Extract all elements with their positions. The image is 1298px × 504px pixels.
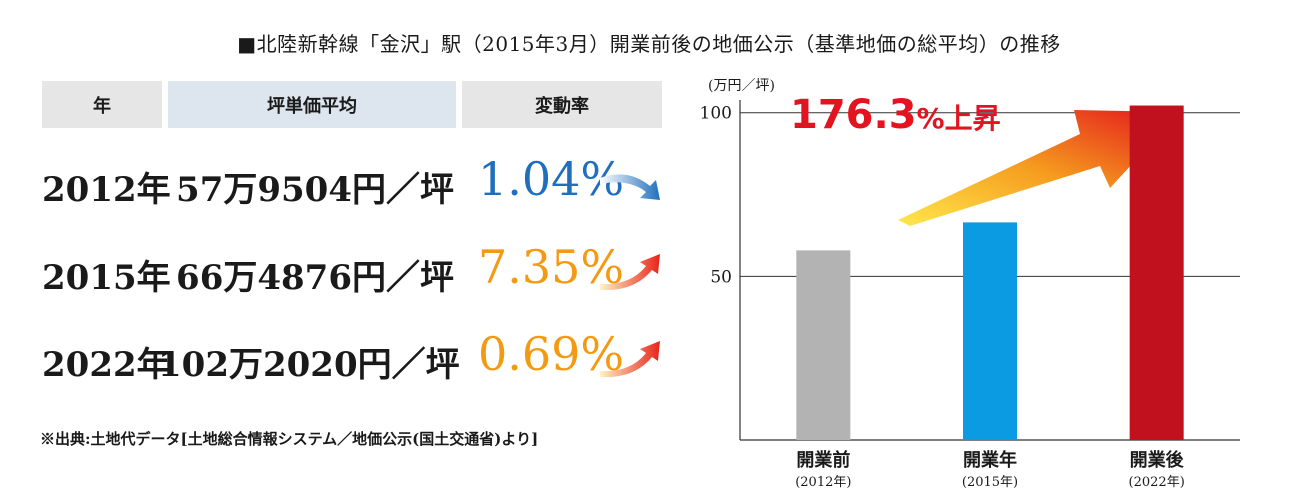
x-sub-label: (2022年) xyxy=(1129,475,1185,490)
header-rate: 変動率 xyxy=(462,81,662,128)
rise-value: 176.3 xyxy=(790,92,917,138)
trend-up-arrow-icon xyxy=(600,254,660,291)
row-rate: 1.04% xyxy=(478,152,625,206)
row-price: 57万9504円／坪 xyxy=(176,170,454,210)
trend-up-arrow-icon xyxy=(600,341,660,378)
table-row: 2022年 102万2020円／坪 0.69% xyxy=(0,325,700,395)
row-rate: 7.35% xyxy=(478,240,625,294)
row-year: 2012年 xyxy=(42,170,171,210)
bar-chart: (万円／坪) 50 100 開業前 (2012年) 開業年 (2015年) 開業後 (2022年… xyxy=(700,78,1240,490)
trend-down-arrow-icon xyxy=(600,174,660,200)
header-year: 年 xyxy=(42,81,162,128)
bar-3 xyxy=(1129,105,1184,440)
bar-2 xyxy=(963,222,1017,440)
table-row: 2012年 57万9504円／坪 1.04% xyxy=(0,150,700,220)
x-tick-label: 開業後 xyxy=(1130,449,1185,471)
x-tick-label: 開業前 xyxy=(796,449,850,471)
row-year: 2022年 xyxy=(42,345,171,385)
y-tick-label: 50 xyxy=(710,267,732,287)
x-tick-label: 開業年 xyxy=(963,449,1017,471)
bar-1 xyxy=(796,250,851,440)
chart-title: ■北陸新幹線「金沢」駅（2015年3月）開業前後の地価公示（基準地価の総平均）の… xyxy=(237,32,1061,56)
y-tick-label: 100 xyxy=(700,104,732,124)
table-row: 2015年 66万4876円／坪 7.35% xyxy=(0,238,700,308)
row-price: 66万4876円／坪 xyxy=(176,258,454,298)
row-price: 102万2020円／坪 xyxy=(158,345,460,385)
y-unit-label: (万円／坪) xyxy=(708,78,775,94)
row-year: 2015年 xyxy=(42,258,171,298)
rise-annotation: 176.3%上昇 xyxy=(790,92,1001,138)
x-sub-label: (2012年) xyxy=(795,475,851,490)
row-rate: 0.69% xyxy=(478,327,625,381)
rise-suffix: %上昇 xyxy=(916,102,1001,135)
source-note: ※出典:土地代データ[土地総合情報システム／地価公示(国土交通省)より] xyxy=(40,430,539,448)
x-sub-label: (2015年) xyxy=(962,475,1018,490)
rise-arrow-icon xyxy=(898,110,1180,226)
header-price: 坪単価平均 xyxy=(168,81,456,128)
